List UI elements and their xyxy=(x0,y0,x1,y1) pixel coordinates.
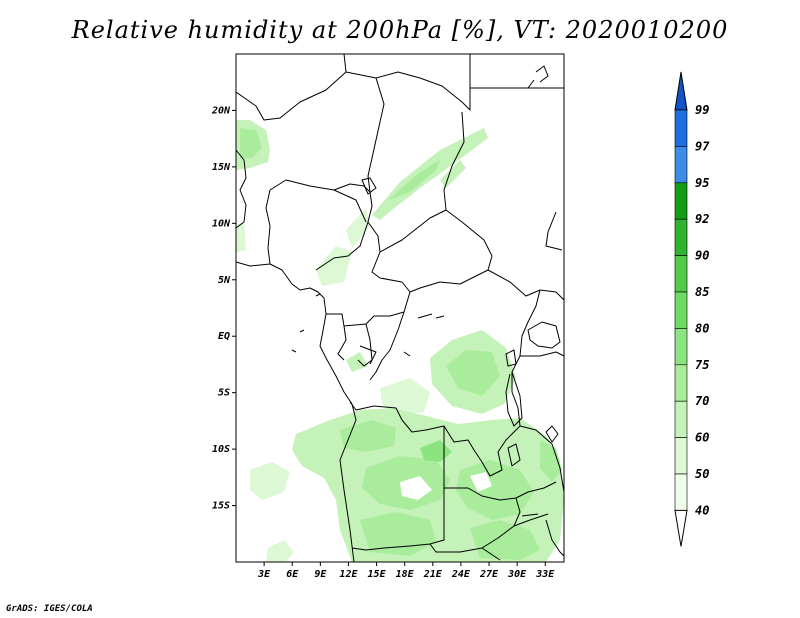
lat-tick-label: 10N xyxy=(212,218,231,229)
colorbar-box xyxy=(674,328,688,366)
lat-tick-label: 5S xyxy=(218,388,230,399)
colorbar-label: 95 xyxy=(695,176,709,190)
colorbar-label: 50 xyxy=(695,467,709,481)
colorbar-box xyxy=(674,255,688,293)
colorbar-box xyxy=(674,218,688,256)
country-boundaries xyxy=(236,54,564,562)
lon-tick-label: 24E xyxy=(451,569,471,580)
lat-tick-label: 15N xyxy=(212,162,231,173)
colorbar-label: 97 xyxy=(695,139,710,153)
lat-tick-label: EQ xyxy=(218,331,230,342)
colorbar-box xyxy=(674,182,688,220)
humidity-shading xyxy=(236,120,564,562)
grads-credit: GrADS: IGES/COLA xyxy=(6,604,93,614)
colorbar-label: 60 xyxy=(695,431,709,445)
longitude-axis: 3E 6E 9E 12E 15E 18E 21E 24E 27E 30E 33E xyxy=(257,562,555,580)
lat-tick-label: 20N xyxy=(211,105,231,116)
lon-tick-label: 27E xyxy=(479,569,499,580)
colorbar-box xyxy=(674,364,688,402)
colorbar-label: 70 xyxy=(695,394,709,408)
colorbar-box xyxy=(674,109,688,147)
latitude-axis: 20N 15N 10N 5N EQ 5S 10S 15S xyxy=(211,105,236,512)
colorbar-box xyxy=(674,146,688,184)
lon-tick-label: 21E xyxy=(423,569,443,580)
lon-tick-label: 12E xyxy=(339,569,358,580)
colorbar: 40 50 60 70 75 80 85 90 92 95 97 99 xyxy=(674,71,710,547)
colorbar-label: 75 xyxy=(695,358,709,372)
colorbar-top-arrow xyxy=(674,71,688,111)
colorbar-box xyxy=(674,473,688,511)
colorbar-label: 90 xyxy=(695,249,709,263)
colorbar-label: 92 xyxy=(695,212,709,226)
chart-title: Relative humidity at 200hPa [%], VT: 202… xyxy=(71,16,729,44)
colorbar-box xyxy=(674,400,688,438)
lon-tick-label: 18E xyxy=(396,569,415,580)
colorbar-label: 99 xyxy=(695,103,709,117)
colorbar-label: 40 xyxy=(695,503,709,517)
colorbar-box xyxy=(674,437,688,475)
colorbar-label: 85 xyxy=(695,285,709,299)
lon-tick-label: 3E xyxy=(257,569,271,580)
lat-tick-label: 10S xyxy=(212,444,230,455)
colorbar-label: 80 xyxy=(695,321,709,335)
colorbar-box xyxy=(674,291,688,329)
colorbar-bottom-arrow xyxy=(674,509,688,547)
lon-tick-label: 33E xyxy=(535,569,555,580)
lon-tick-label: 6E xyxy=(286,569,299,580)
lon-tick-label: 30E xyxy=(507,569,527,580)
lat-tick-label: 5N xyxy=(218,275,231,286)
lon-tick-label: 15E xyxy=(368,569,387,580)
lat-tick-label: 15S xyxy=(212,501,230,512)
map-frame xyxy=(235,53,565,563)
lon-tick-label: 9E xyxy=(314,569,327,580)
